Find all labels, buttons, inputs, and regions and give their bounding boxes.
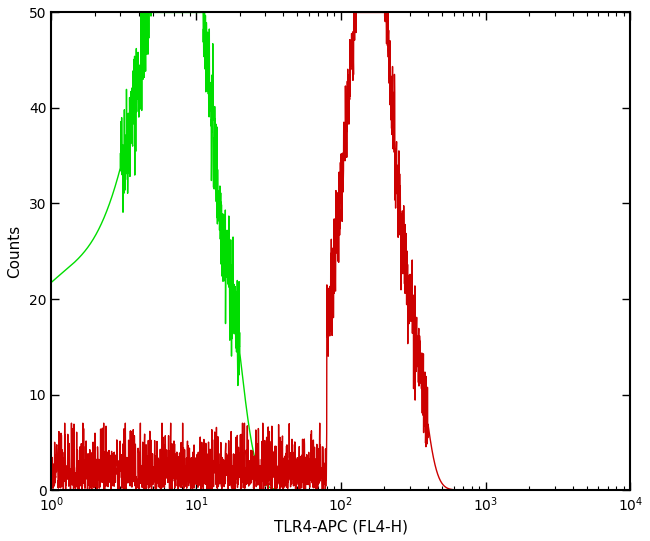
Y-axis label: Counts: Counts: [7, 225, 22, 278]
X-axis label: TLR4-APC (FL4-H): TLR4-APC (FL4-H): [274, 519, 408, 534]
